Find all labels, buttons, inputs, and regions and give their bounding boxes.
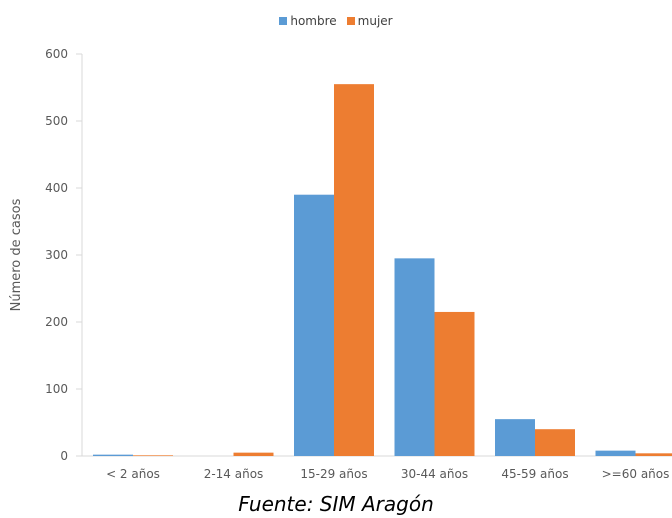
bar-mujer-4	[535, 429, 575, 456]
y-axis-title: Número de casos	[9, 198, 24, 311]
y-tick-label: 200	[45, 315, 68, 329]
bars	[93, 84, 672, 457]
x-tick-label: 2-14 años	[204, 467, 264, 481]
x-tick-label: >=60 años	[602, 467, 670, 481]
bar-hombre-2	[294, 194, 334, 456]
x-tick-label: 45-59 años	[501, 467, 568, 481]
bar-hombre-4	[495, 419, 535, 456]
legend-item-mujer: mujer	[346, 14, 393, 28]
bar-hombre-5	[595, 450, 636, 456]
source-note: Fuente: SIM Aragón	[238, 492, 434, 516]
x-axis-labels: < 2 años 2-14 años 15-29 años 30-44 años 45-…	[106, 467, 669, 481]
chart-legend: hombre mujer	[0, 14, 672, 28]
bar-mujer-3	[434, 311, 475, 456]
legend-label-mujer: mujer	[357, 14, 393, 28]
bar-hombre-3	[394, 258, 435, 456]
bar-mujer-5	[635, 453, 672, 456]
legend-swatch-hombre	[279, 17, 288, 25]
legend-item-hombre: hombre	[279, 14, 337, 28]
x-tick-label: 15-29 años	[300, 467, 367, 481]
y-tick-label: 300	[45, 248, 68, 262]
y-tick-label: 400	[45, 181, 68, 195]
y-tick-label: 600	[45, 47, 68, 61]
y-tick-label: 0	[60, 449, 68, 463]
x-tick-label: 30-44 años	[401, 467, 468, 481]
y-tick-label: 100	[45, 382, 68, 396]
bar-mujer-0	[133, 455, 173, 456]
legend-label-hombre: hombre	[290, 14, 337, 28]
bar-mujer-2	[334, 84, 374, 457]
x-tick-label: < 2 años	[106, 467, 160, 481]
bar-hombre-0	[93, 454, 133, 456]
legend-swatch-mujer	[346, 17, 355, 25]
y-tick-label: 500	[45, 114, 68, 128]
bar-mujer-1	[233, 452, 274, 456]
y-axis-ticks: 0 100 200 300 400 500 600	[45, 47, 83, 463]
